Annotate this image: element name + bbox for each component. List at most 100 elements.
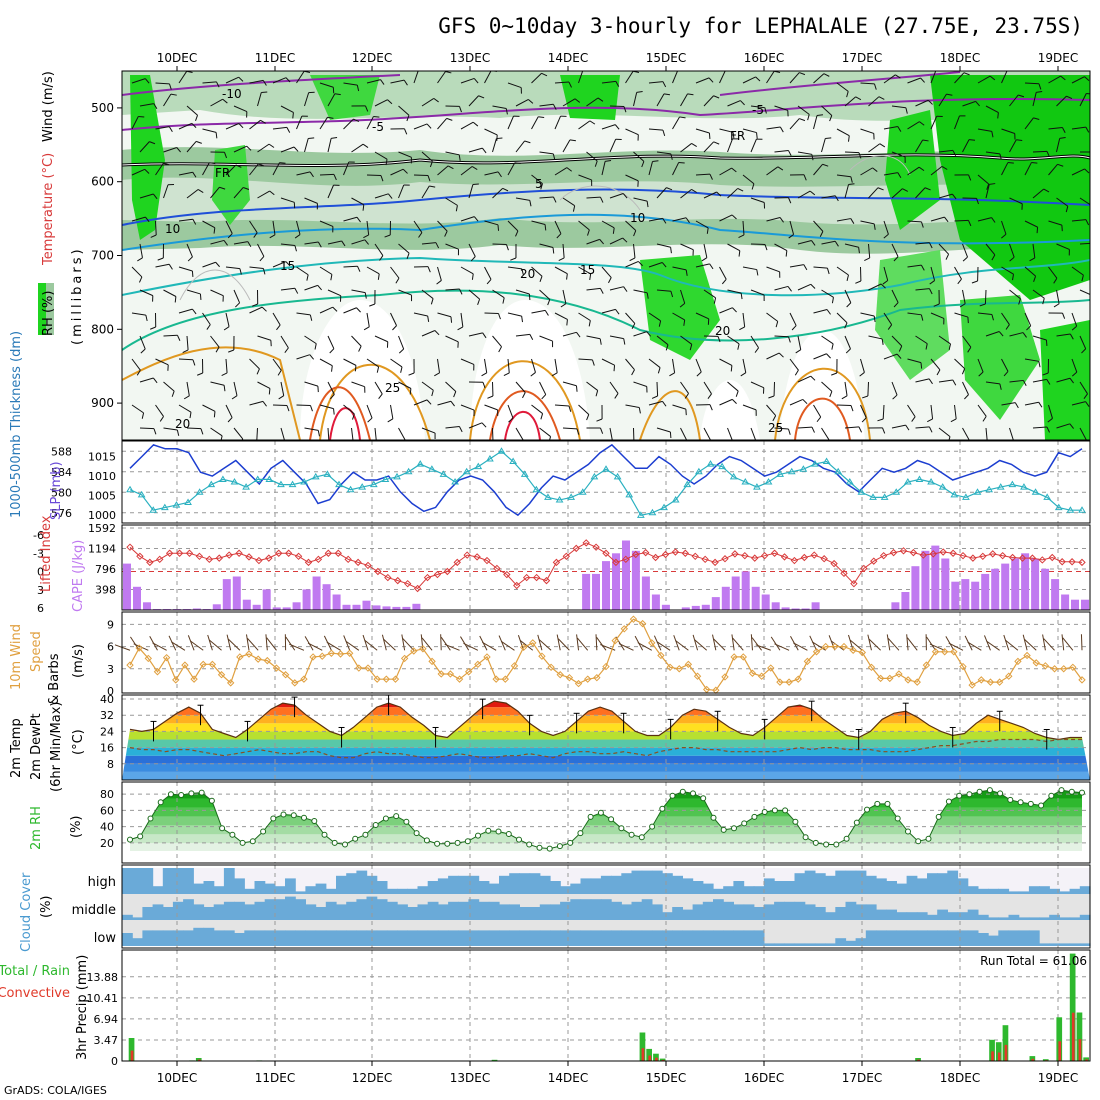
wind-barb: [648, 400, 663, 406]
surface-wind-barb: [1022, 634, 1028, 651]
li-point: [374, 567, 382, 576]
wind-barb: [468, 243, 476, 257]
wind-barb-flag: [314, 343, 317, 350]
wind-barb: [554, 81, 570, 84]
wind-barb-flag: [623, 338, 626, 345]
wind-barb: [531, 358, 536, 373]
wind-barb: [531, 220, 546, 225]
wind-barb-flag: [738, 234, 745, 238]
wind-barb-flag: [261, 306, 267, 312]
wind-barb-flag: [524, 140, 531, 144]
cloud-cell: [509, 904, 520, 920]
surface-wind-barb: [440, 636, 451, 651]
li-point: [185, 549, 194, 557]
rh-point: [915, 838, 922, 845]
rh-tick: 80: [100, 788, 114, 801]
wind-barb-flag: [661, 262, 667, 268]
rh-point: [505, 831, 512, 837]
cloud-cell: [743, 904, 755, 920]
wind-barb-flag: [740, 100, 745, 106]
wind-barb-flag: [881, 338, 884, 345]
cape-bar: [681, 607, 690, 610]
wind-barb-flag: [330, 274, 333, 281]
li-point: [235, 549, 243, 557]
wind-barb-flag: [948, 343, 952, 350]
wind-barb-flag: [251, 442, 257, 444]
cloud-cell: [122, 914, 133, 920]
precip-conv-bar: [1058, 1041, 1062, 1061]
wind-barb: [609, 193, 624, 199]
wind-barb-flag: [879, 143, 886, 148]
wind-barb: [609, 427, 613, 440]
li-point: [1008, 553, 1017, 562]
surface-wind-barb: [868, 638, 881, 651]
wind-speed-point: [172, 676, 180, 684]
wind-barb: [233, 187, 244, 199]
wind-barb-flag: [268, 388, 271, 395]
cloud-cell: [550, 904, 561, 920]
date-label-top: 17DEC: [842, 51, 882, 65]
wind-barb-flag: [186, 71, 193, 74]
cloud-cell: [539, 904, 551, 920]
temperature-band: [122, 747, 1090, 756]
cloud-cell: [305, 930, 317, 946]
wind-barb: [366, 358, 379, 368]
wind-barb: [460, 266, 474, 275]
wind-barb: [445, 151, 460, 156]
thickness-point: [1043, 493, 1052, 500]
wind-barb: [774, 427, 789, 430]
wind-barb: [1024, 162, 1032, 176]
thickness-point: [451, 478, 459, 485]
wind-barb: [492, 289, 505, 299]
wind-barb-flag: [1060, 75, 1066, 81]
cape-bar: [711, 597, 720, 610]
wind-speed-point: [776, 678, 784, 686]
wind-barb: [680, 243, 694, 251]
cloud-cell: [478, 930, 490, 946]
cape-bar: [731, 576, 740, 610]
chart-title: GFS 0~10day 3-hourly for LEPHALALE (27.7…: [438, 14, 1083, 38]
precip-total-bar: [128, 1038, 135, 1061]
wind-barb: [202, 128, 217, 133]
cape-bar: [811, 602, 820, 610]
wind-barb-flag: [348, 442, 353, 445]
wind-barb-flag: [831, 372, 838, 376]
cape-label: CAPE (J/kg): [71, 540, 86, 612]
thickness-point: [1054, 503, 1063, 511]
wind-barb: [437, 220, 448, 232]
surface-wind-barb: [967, 641, 982, 651]
wind-barb: [531, 266, 543, 277]
wind-barb: [343, 307, 357, 314]
thickness-point: [253, 475, 262, 482]
wind-barb: [366, 404, 373, 419]
wind-barb: [398, 335, 405, 350]
wind-barb: [954, 404, 957, 419]
cloud-cell: [193, 883, 205, 894]
wind-barb: [962, 427, 970, 440]
wind-speed-point: [666, 663, 674, 672]
wind-barb: [703, 141, 714, 153]
li-tick: 0: [37, 566, 44, 579]
wind-speed-point: [867, 663, 876, 672]
wind-barb: [390, 358, 403, 368]
wind-barb-flag: [488, 442, 494, 444]
wind-barb: [539, 196, 554, 199]
wind-barb-flag: [457, 326, 464, 331]
wind-barb-flag: [623, 106, 627, 113]
slp-label: SLP (mb): [49, 461, 64, 520]
wind-barb-flag: [541, 394, 547, 400]
wind-barb: [249, 79, 264, 84]
surface-wind-barb: [498, 635, 506, 651]
cape-bar: [302, 589, 311, 610]
wind-barb-flag: [144, 168, 150, 174]
cloud-cell: [244, 888, 256, 894]
wind-barb-flag: [920, 221, 924, 228]
wind-barb: [625, 261, 639, 268]
cloud-unit-label: (%): [39, 896, 54, 919]
cloud-cell: [702, 901, 714, 920]
wind-barb: [907, 358, 922, 364]
wind-barb: [1032, 150, 1048, 153]
wind-barb: [139, 377, 154, 383]
panel-frame: [121, 440, 1091, 524]
wind-barb: [421, 242, 436, 245]
